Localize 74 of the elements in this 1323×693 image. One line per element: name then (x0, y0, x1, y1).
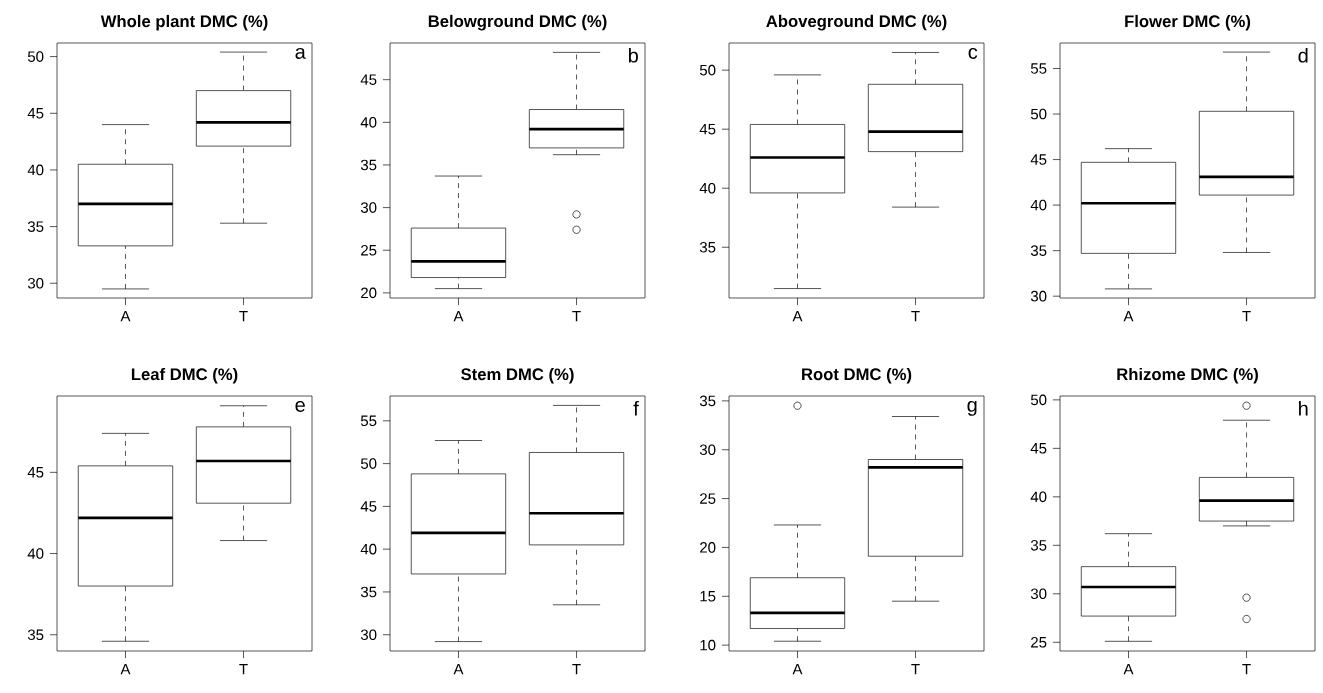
y-tick-label: 25 (700, 493, 716, 504)
y-tick-label: 30 (360, 629, 377, 641)
x-tick-label: T (572, 664, 581, 675)
y-tick-label: 45 (360, 501, 377, 512)
y-tick-label: 20 (361, 287, 377, 299)
chart-title: Whole plant DMC (%) (100, 14, 268, 31)
y-tick-label: 45 (360, 74, 377, 85)
y-tick-label: 35 (27, 221, 44, 232)
x-tick-label: A (1123, 664, 1134, 675)
chart-title: Stem DMC (%) (461, 367, 574, 384)
x-tick-label: A (453, 310, 464, 322)
y-tick-label: 35 (1030, 539, 1047, 551)
y-tick-label: 50 (1030, 108, 1047, 120)
y-tick-label: 30 (27, 277, 44, 289)
y-tick-label: 35 (699, 241, 716, 253)
y-tick-label: 45 (27, 108, 44, 119)
annotation: d (1298, 47, 1308, 63)
y-tick-label: 45 (1030, 154, 1047, 165)
annotation: g (967, 400, 977, 416)
y-tick-label: 55 (360, 415, 377, 427)
annotation: a (295, 47, 306, 59)
x-tick-label: A (453, 664, 464, 675)
y-tick-label: 50 (27, 51, 44, 62)
x-tick-label: T (911, 310, 920, 322)
annotation: c (968, 47, 978, 59)
x-tick-label: A (792, 310, 803, 322)
y-tick-label: 30 (1030, 290, 1047, 302)
annotation: e (295, 400, 305, 412)
chart-title: Leaf DMC (%) (131, 367, 238, 384)
y-tick-label: 30 (699, 444, 716, 456)
x-tick-label: T (239, 664, 248, 675)
y-tick-label: 35 (1030, 245, 1047, 256)
x-tick-label: A (120, 310, 131, 322)
y-tick-label: 35 (360, 159, 377, 171)
y-tick-label: 40 (1030, 199, 1047, 211)
y-tick-label: 35 (360, 586, 377, 598)
y-tick-label: 50 (699, 64, 716, 76)
y-tick-label: 40 (27, 548, 44, 559)
y-tick-label: 50 (360, 458, 377, 469)
y-tick-label: 25 (1031, 636, 1047, 648)
y-tick-label: 40 (1030, 491, 1047, 503)
x-tick-label: A (120, 664, 131, 675)
x-tick-label: T (911, 664, 920, 675)
y-tick-label: 25 (361, 244, 377, 256)
y-tick-label: 55 (1030, 63, 1047, 74)
y-tick-label: 40 (699, 182, 716, 194)
y-tick-label: 10 (700, 639, 716, 651)
y-tick-label: 15 (700, 591, 716, 602)
y-tick-label: 40 (360, 116, 377, 128)
chart-title: Rhizome DMC (%) (1117, 367, 1258, 384)
chart-title: Flower DMC (%) (1125, 14, 1251, 31)
y-tick-label: 40 (360, 543, 377, 555)
x-tick-label: T (572, 310, 581, 322)
y-tick-label: 35 (27, 629, 44, 641)
x-tick-label: T (1242, 311, 1251, 322)
chart-title: Belowground DMC (%) (428, 14, 607, 31)
y-tick-label: 45 (699, 123, 716, 135)
chart-title: Root DMC (%) (802, 367, 912, 384)
y-tick-label: 30 (360, 202, 377, 213)
y-tick-label: 30 (1030, 588, 1047, 600)
x-tick-label: T (239, 310, 248, 322)
annotation: f (633, 400, 639, 416)
chart-title: Aboveground DMC (%) (766, 14, 947, 31)
annotation: b (628, 47, 638, 63)
x-tick-label: T (1242, 664, 1251, 675)
y-tick-label: 45 (1030, 443, 1047, 454)
y-tick-label: 20 (700, 542, 716, 553)
x-tick-label: A (1123, 311, 1134, 322)
y-tick-label: 35 (699, 395, 716, 407)
x-tick-label: A (792, 664, 803, 675)
y-tick-label: 40 (27, 164, 44, 176)
y-tick-label: 50 (1030, 394, 1047, 406)
y-tick-label: 45 (27, 467, 44, 478)
annotation: h (1299, 400, 1308, 416)
